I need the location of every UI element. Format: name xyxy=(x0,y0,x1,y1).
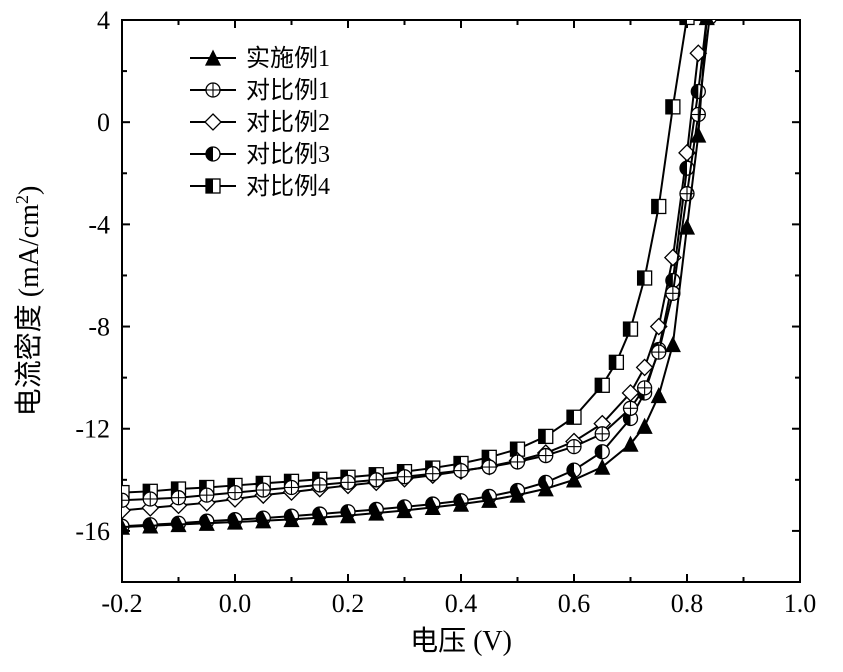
legend-label: 实施例1 xyxy=(246,45,330,72)
chart-background xyxy=(0,0,843,672)
legend-label: 对比例1 xyxy=(246,77,330,104)
x-tick-label: 0.4 xyxy=(445,589,478,618)
x-tick-label: 0.0 xyxy=(219,589,252,618)
y-tick-label: 0 xyxy=(97,108,110,137)
x-tick-label: 1.0 xyxy=(784,589,817,618)
legend-label: 对比例2 xyxy=(246,109,330,136)
x-tick-label: -0.2 xyxy=(101,589,142,618)
x-axis-label: 电压 (V) xyxy=(410,625,512,657)
y-tick-label: 4 xyxy=(97,6,110,35)
y-axis-label: 电流密度 (mA/cm2) xyxy=(12,186,45,417)
legend-label: 对比例4 xyxy=(246,173,330,200)
y-tick-label: -4 xyxy=(88,210,110,239)
x-tick-label: 0.6 xyxy=(558,589,591,618)
x-tick-label: 0.8 xyxy=(671,589,704,618)
y-tick-label: -12 xyxy=(75,415,110,444)
legend-label: 对比例3 xyxy=(246,141,330,168)
iv-chart: -0.2 0.0 0.2 0.4 0.6 0.8 1.0 -16 -12 -8 -4 0 4 电压 (V)… xyxy=(0,0,843,672)
y-tick-label: -8 xyxy=(88,313,110,342)
x-tick-label: 0.2 xyxy=(332,589,365,618)
y-tick-label: -16 xyxy=(75,517,110,546)
